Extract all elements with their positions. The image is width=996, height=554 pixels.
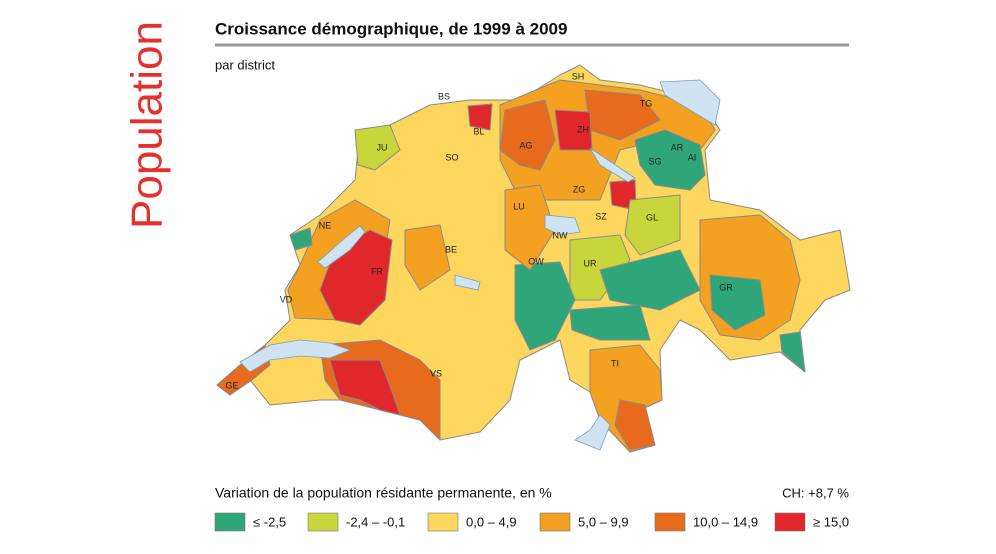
subtitle: par district xyxy=(215,57,275,72)
legend-label: 5,0 – 9,9 xyxy=(578,514,629,529)
region xyxy=(624,194,681,256)
canton-label: SO xyxy=(445,152,458,162)
canton-label: UR xyxy=(584,258,597,268)
legend-swatch xyxy=(427,512,459,532)
legend-label: 0,0 – 4,9 xyxy=(466,514,517,529)
canton-label: JU xyxy=(377,142,388,152)
legend-title: Variation de la population résidante per… xyxy=(215,485,552,501)
legend-label: 10,0 – 14,9 xyxy=(693,514,758,529)
canton-label: GR xyxy=(719,282,733,292)
canton-label: AI xyxy=(688,152,697,162)
canton-label: SG xyxy=(648,156,661,166)
legend-label: ≥ 15,0 xyxy=(813,514,849,529)
side-title: Population xyxy=(123,21,172,229)
canton-label: NE xyxy=(319,220,332,230)
lake xyxy=(659,79,721,126)
lake xyxy=(454,274,481,291)
region xyxy=(709,274,766,331)
lake xyxy=(574,414,611,451)
canton-label: NW xyxy=(553,230,568,240)
canton-label: FR xyxy=(371,266,383,276)
lake xyxy=(317,225,366,269)
lake xyxy=(589,147,636,183)
region xyxy=(404,224,451,291)
legend-label: -2,4 – -0,1 xyxy=(346,514,405,529)
region xyxy=(354,124,401,171)
canton-label: BE xyxy=(445,244,457,254)
legend-swatch xyxy=(539,512,571,532)
region xyxy=(467,103,493,131)
canton-labels: BS SH TG ZH BL AG JU SO AR AI SG ZG LU S… xyxy=(225,71,733,390)
canton-label: BL xyxy=(473,126,484,136)
canton-label: GE xyxy=(225,380,238,390)
canton-label: BS xyxy=(438,91,450,101)
region xyxy=(329,359,401,416)
canton-label: AR xyxy=(671,142,684,152)
region xyxy=(614,399,656,451)
canton-label: SZ xyxy=(595,211,607,221)
legend-label: ≤ -2,5 xyxy=(253,514,286,529)
region xyxy=(289,227,313,251)
canton-label: TG xyxy=(640,98,653,108)
region xyxy=(499,99,556,171)
legend-swatch xyxy=(654,512,686,532)
region xyxy=(599,249,701,311)
region xyxy=(569,304,651,341)
canton-label: OW xyxy=(528,256,544,266)
canton-label: ZG xyxy=(573,184,586,194)
canton-label: VD xyxy=(280,294,293,304)
title: Croissance démographique, de 1999 à 2009 xyxy=(215,19,567,38)
canton-label: ZH xyxy=(577,124,589,134)
canton-label: LU xyxy=(513,201,525,211)
canton-label: AG xyxy=(519,140,532,150)
canton-label: VS xyxy=(430,368,442,378)
canton-label: TI xyxy=(611,358,619,368)
legend: ≤ -2,5 -2,4 – -0,1 0,0 – 4,9 5,0 – 9,9 10,0 … xyxy=(214,512,849,532)
lake xyxy=(239,339,352,373)
region xyxy=(779,331,806,373)
region xyxy=(504,184,556,271)
map xyxy=(216,64,851,453)
canton-label: GL xyxy=(646,212,658,222)
legend-swatch xyxy=(307,512,339,532)
region xyxy=(634,129,706,191)
lake xyxy=(544,214,581,236)
canton-label: SH xyxy=(572,71,585,81)
legend-swatch xyxy=(214,512,246,532)
legend-swatch xyxy=(774,512,806,532)
national-total: CH: +8,7 % xyxy=(782,485,849,500)
region xyxy=(514,261,576,351)
